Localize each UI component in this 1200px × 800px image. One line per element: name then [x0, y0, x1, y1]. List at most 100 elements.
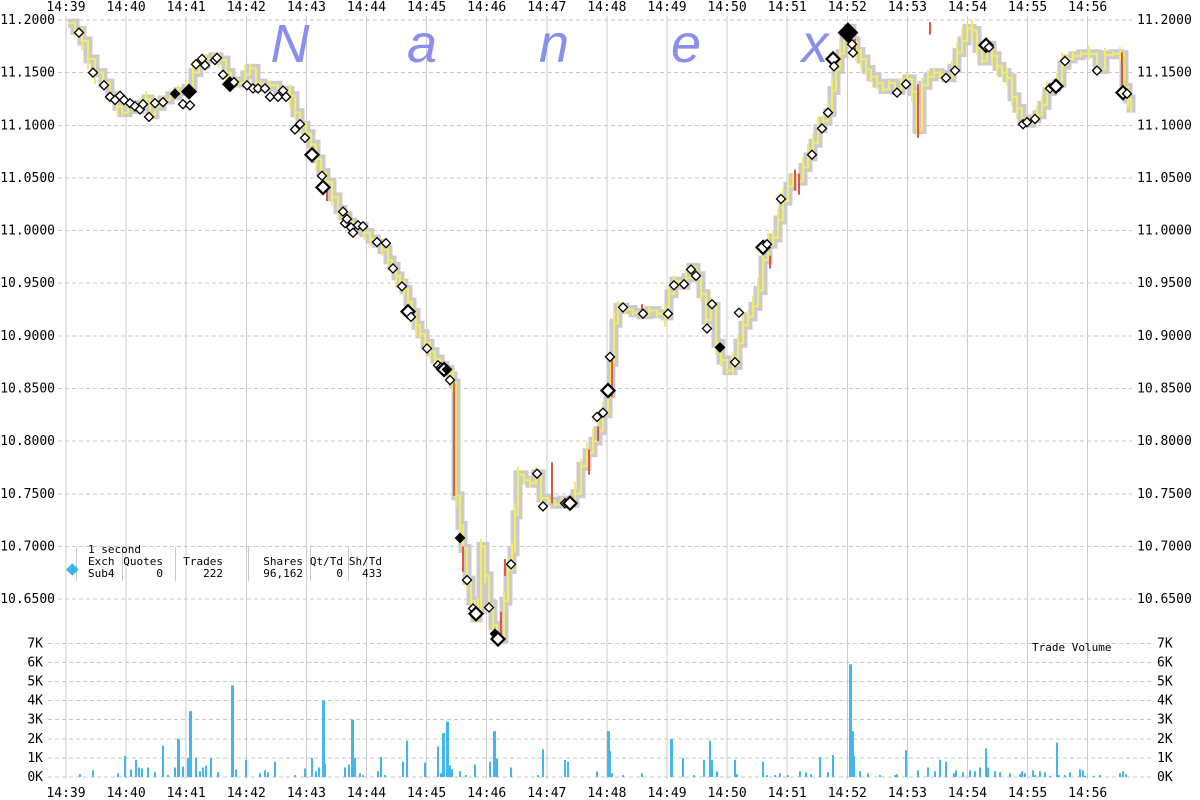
volume-bar [1069, 772, 1071, 777]
price-label-right: 10.7000 [1137, 539, 1192, 554]
trade-diamond [149, 97, 161, 109]
trade-diamond [714, 342, 726, 353]
volume-bar [641, 773, 643, 777]
volume-bar [130, 769, 132, 777]
volume-label-right: 1K [1157, 751, 1173, 766]
volume-bar [827, 772, 829, 777]
volume-label-left: 3K [27, 713, 43, 728]
price-label-right: 11.0000 [1137, 224, 1192, 239]
trade-diamond [604, 351, 616, 363]
trade-volume-title: Trade Volume [1032, 641, 1112, 654]
volume-bar [449, 765, 451, 777]
volume-bar [987, 767, 989, 777]
trade-diamond [217, 69, 229, 81]
price-label-right: 10.7500 [1137, 487, 1192, 502]
trade-diamond [421, 343, 433, 354]
trade-diamond [129, 100, 141, 112]
volume-axis: 7K 7K 6K 6K 5K 5K 4K 4K 3K 3K 2K 2K 1K 1K 0K 0K [27, 636, 1172, 785]
volume-bar [124, 755, 126, 777]
volume-bar [1056, 742, 1058, 777]
volume-bar [716, 771, 718, 777]
trade-diamond [1121, 88, 1133, 100]
volume-bar [324, 763, 326, 777]
volume-bar [141, 768, 143, 777]
trade-markers [73, 22, 1133, 648]
trade-diamond [891, 87, 903, 99]
trade-diamond [316, 170, 328, 182]
volume-label-right: 3K [1157, 713, 1173, 728]
trade-diamond [337, 206, 349, 218]
volume-bar [384, 775, 386, 777]
volume-bar [799, 771, 801, 777]
volume-label-right: 2K [1157, 732, 1173, 747]
volume-bar [985, 748, 987, 777]
price-label-left: 10.9500 [0, 276, 55, 291]
trade-diamond [211, 52, 223, 64]
volume-bar [567, 761, 569, 777]
trade-diamond [828, 60, 840, 72]
time-label-bottom: 14:42 [227, 786, 266, 800]
time-label-top: 14:49 [647, 0, 686, 15]
volume-bar [994, 771, 996, 777]
price-label-right: 10.9000 [1137, 329, 1192, 344]
time-label-top: 14:54 [948, 0, 987, 15]
volume-bar [542, 749, 544, 777]
time-label-bottom: 14:53 [888, 786, 927, 800]
trade-diamond [822, 107, 834, 119]
trade-diamond [341, 213, 353, 225]
trade-diamond [405, 311, 417, 323]
time-label-top: 14:55 [1008, 0, 1047, 15]
volume-bar [867, 773, 869, 777]
volume-bar [945, 761, 947, 777]
price-label-left: 10.7000 [0, 539, 55, 554]
trade-diamond [561, 495, 579, 512]
time-label-bottom: 14:39 [46, 786, 85, 800]
volume-bar [493, 731, 496, 777]
time-label-top: 14:53 [888, 0, 927, 15]
volume-bar [406, 740, 408, 777]
trade-diamond [1059, 55, 1071, 67]
volume-label-left: 5K [27, 675, 43, 690]
volume-bar [294, 775, 296, 777]
trade-diamond [228, 76, 240, 88]
volume-bar [351, 719, 354, 777]
trade-diamond [531, 468, 543, 480]
time-label-top: 14:47 [527, 0, 566, 15]
volume-bar [1084, 775, 1086, 777]
volume-bar [359, 773, 361, 777]
trade-diamond [441, 364, 453, 375]
volume-bar [1009, 773, 1011, 777]
trade-diamond [73, 27, 85, 39]
volume-bar [437, 746, 439, 777]
trade-diamond [454, 532, 466, 544]
time-label-top: 14:48 [587, 0, 626, 15]
volume-bar [318, 767, 320, 777]
volume-bar [853, 755, 855, 777]
trade-diamond [177, 98, 189, 110]
volume-bar [459, 771, 461, 777]
time-label-bottom: 14:45 [407, 786, 446, 800]
volume-bar [962, 772, 964, 777]
trade-diamond [252, 83, 264, 94]
trade-diamond [380, 237, 392, 249]
volume-bar [709, 740, 711, 777]
price-label-right: 11.2000 [1137, 13, 1192, 28]
time-label-bottom: 14:51 [768, 786, 807, 800]
trade-diamond [1047, 78, 1065, 95]
price-label-left: 11.2000 [0, 13, 55, 28]
volume-label-right: 0K [1157, 770, 1173, 785]
price-label-left: 11.1500 [0, 66, 55, 81]
volume-bar [564, 759, 566, 777]
time-label-bottom: 14:47 [527, 786, 566, 800]
volume-bar [693, 775, 695, 777]
volume-bar [447, 757, 449, 777]
volume-bar [934, 771, 936, 777]
volume-bar [138, 767, 140, 777]
price-drops [326, 22, 1123, 637]
trade-diamond [706, 298, 718, 310]
trade-diamond [537, 500, 549, 512]
price-label-left: 10.7500 [0, 487, 55, 502]
trade-diamond [289, 124, 301, 135]
volume-bar [380, 756, 382, 777]
volume-bar [202, 767, 204, 777]
